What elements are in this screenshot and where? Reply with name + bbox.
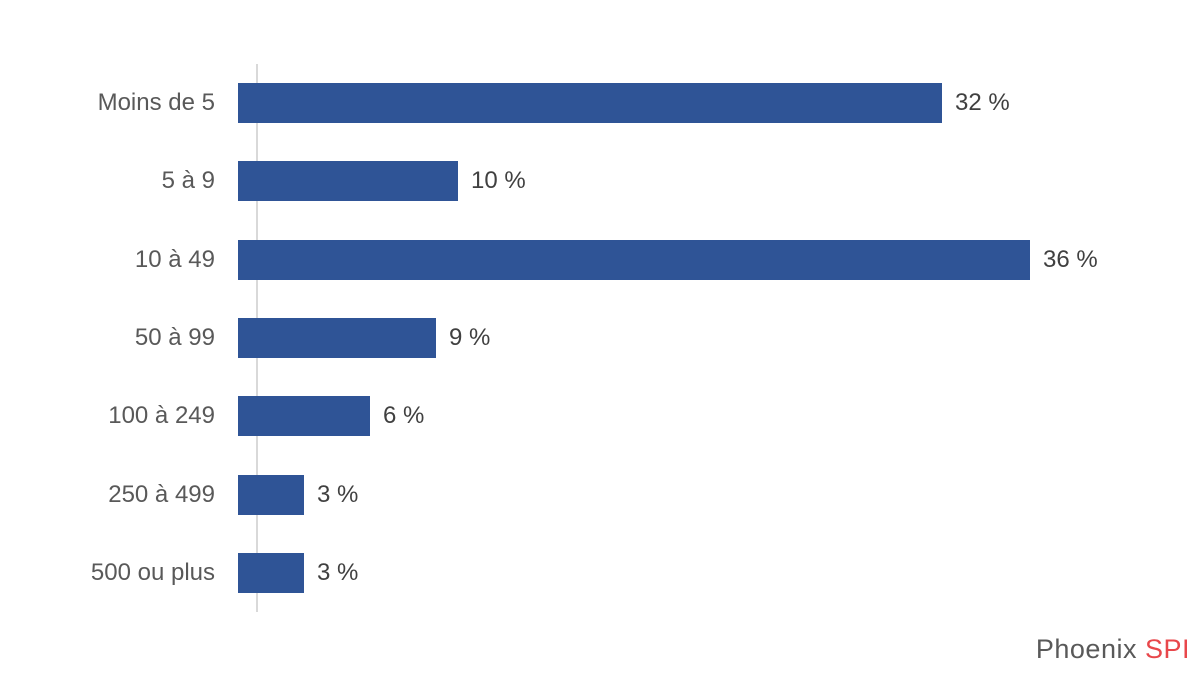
value-label: 9 %: [449, 323, 491, 351]
category-label: 500 ou plus: [90, 558, 215, 586]
bar: [238, 239, 1030, 280]
category-label: 5 à 9: [161, 167, 215, 195]
category-label: 250 à 499: [108, 480, 215, 508]
bar-area: 6 %: [238, 396, 425, 437]
bar-row: 50 à 99 9 %: [0, 299, 1200, 377]
bar-area: 3 %: [238, 474, 359, 515]
category-label: Moins de 5: [97, 89, 215, 117]
branding-accent: SPI: [1144, 634, 1190, 664]
bar-row: 250 à 499 3 %: [0, 455, 1200, 533]
bar-row: Moins de 5 32 %: [0, 64, 1200, 142]
category-label: 100 à 249: [108, 402, 215, 430]
value-label: 3 %: [317, 480, 359, 508]
value-label: 6 %: [383, 402, 425, 430]
bar-area: 3 %: [238, 552, 359, 593]
bar-area: 32 %: [238, 83, 1010, 124]
bar-row: 100 à 249 6 %: [0, 377, 1200, 455]
bar: [238, 317, 436, 358]
bar-area: 10 %: [238, 161, 526, 202]
bar: [238, 474, 304, 515]
value-label: 32 %: [955, 89, 1010, 117]
branding-logo: Phoenix SPI: [1036, 634, 1190, 665]
bar-area: 9 %: [238, 317, 491, 358]
value-label: 10 %: [471, 167, 526, 195]
bar: [238, 552, 304, 593]
bar-row: 500 ou plus 3 %: [0, 534, 1200, 612]
bar-row: 5 à 9 10 %: [0, 142, 1200, 220]
bar-rows: Moins de 5 32 % 5 à 9 10 % 10 à 49 36 % …: [0, 64, 1200, 612]
bar: [238, 83, 942, 124]
value-label: 36 %: [1043, 245, 1098, 273]
branding-primary: Phoenix: [1035, 634, 1145, 664]
bar-area: 36 %: [238, 239, 1098, 280]
bar: [238, 396, 370, 437]
category-label: 10 à 49: [134, 245, 215, 273]
bar: [238, 161, 458, 202]
category-label: 50 à 99: [134, 323, 215, 351]
bar-row: 10 à 49 36 %: [0, 221, 1200, 299]
value-label: 3 %: [317, 558, 359, 586]
